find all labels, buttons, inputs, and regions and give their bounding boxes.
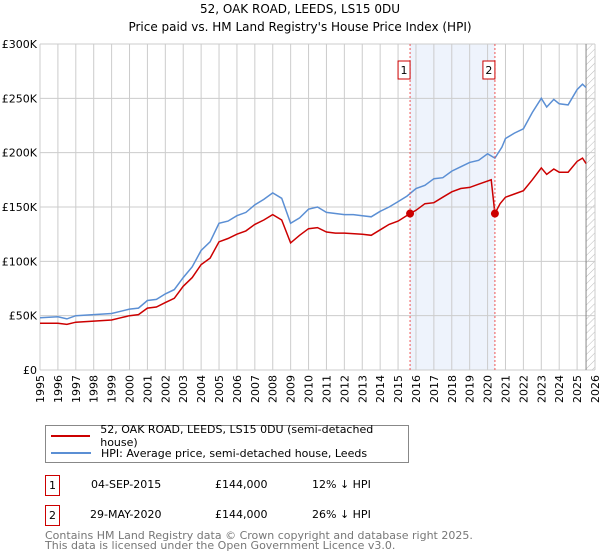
x-tick-label: 2007	[249, 375, 262, 403]
y-tick-label: £50K	[9, 310, 38, 323]
sale-hpi-diff: 12% ↓ HPI	[312, 478, 371, 491]
y-tick-label: £0	[23, 364, 37, 377]
sale-point	[406, 209, 415, 218]
sale-price: £144,000	[215, 478, 268, 491]
footer-licence: This data is licensed under the Open Gov…	[45, 539, 396, 552]
x-tick-label: 2009	[285, 375, 298, 403]
sale-marker-box	[482, 60, 496, 80]
footer-copyright: Contains HM Land Registry data © Crown c…	[45, 529, 473, 542]
x-tick-label: 2021	[499, 375, 512, 403]
sale-marker-box: 1	[45, 475, 60, 496]
x-tick-label: 2022	[517, 375, 530, 403]
x-tick-label: 2019	[464, 375, 477, 403]
x-tick-label: 2005	[213, 375, 226, 403]
sale-point	[490, 209, 499, 218]
x-tick-label: 2010	[303, 375, 316, 403]
x-tick-label: 2026	[589, 375, 600, 403]
x-tick-label: 2012	[338, 375, 351, 403]
x-tick-label: 1995	[34, 375, 47, 403]
x-tick-label: 2002	[159, 375, 172, 403]
x-tick-label: 2016	[410, 375, 423, 403]
sale-marker-box: 2	[45, 505, 60, 526]
y-tick-label: £200K	[2, 147, 38, 160]
sale-row: 1 04-SEP-2015 £144,000 12% ↓ HPI	[45, 475, 445, 496]
y-tick-label: £150K	[2, 201, 38, 214]
y-tick-label: £100K	[2, 255, 38, 268]
x-tick-label: 2023	[535, 375, 548, 403]
sale-price: £144,000	[215, 508, 268, 521]
x-tick-label: 2015	[392, 375, 405, 403]
sale-date: 29-MAY-2020	[90, 508, 162, 521]
x-tick-label: 2008	[267, 375, 280, 403]
y-tick-label: £250K	[2, 92, 38, 105]
legend-label: 52, OAK ROAD, LEEDS, LS15 0DU (semi-deta…	[100, 423, 374, 449]
y-tick-label: £300K	[2, 38, 38, 51]
price-chart: 52, OAK ROAD, LEEDS, LS15 0DU Price paid…	[2, 2, 600, 403]
x-tick-label: 2001	[141, 375, 154, 403]
footer: Contains HM Land Registry data © Crown c…	[45, 529, 473, 552]
x-tick-label: 2020	[482, 375, 495, 403]
x-tick-label: 1999	[106, 375, 119, 403]
x-tick-label: 1998	[88, 375, 101, 403]
series-line	[39, 83, 587, 320]
legend-swatch-blue	[51, 452, 91, 454]
series-line	[40, 157, 587, 326]
x-tick-label: 1997	[70, 375, 83, 403]
sale-hpi-diff: 26% ↓ HPI	[312, 508, 371, 521]
legend-swatch-red	[51, 435, 91, 437]
legend-item-property: 52, OAK ROAD, LEEDS, LS15 0DU (semi-deta…	[51, 423, 408, 449]
x-tick-label: 2003	[177, 375, 190, 403]
sale-row: 2 29-MAY-2020 £144,000 26% ↓ HPI	[45, 505, 445, 526]
x-tick-label: 2014	[374, 375, 387, 403]
x-tick-label: 2024	[553, 375, 566, 403]
sale-marker-label: 1	[401, 64, 408, 77]
x-tick-label: 2013	[356, 375, 369, 403]
sale-marker-box	[397, 60, 411, 80]
sale-marker-label: 2	[485, 64, 492, 77]
x-tick-label: 1996	[52, 375, 65, 403]
x-tick-label: 2004	[195, 375, 208, 403]
chart-title: 52, OAK ROAD, LEEDS, LS15 0DU	[200, 2, 400, 16]
x-tick-label: 2011	[320, 375, 333, 403]
x-tick-label: 2000	[124, 375, 137, 403]
x-tick-label: 2025	[571, 375, 584, 403]
sale-date: 04-SEP-2015	[91, 478, 162, 491]
legend-item-hpi: HPI: Average price, semi-detached house,…	[51, 445, 367, 461]
legend: 52, OAK ROAD, LEEDS, LS15 0DU (semi-deta…	[45, 423, 409, 463]
chart-subtitle: Price paid vs. HM Land Registry's House …	[128, 20, 471, 34]
x-tick-label: 2017	[428, 375, 441, 403]
legend-label: HPI: Average price, semi-detached house,…	[101, 446, 368, 460]
x-tick-label: 2018	[446, 375, 459, 403]
x-tick-label: 2006	[231, 375, 244, 403]
